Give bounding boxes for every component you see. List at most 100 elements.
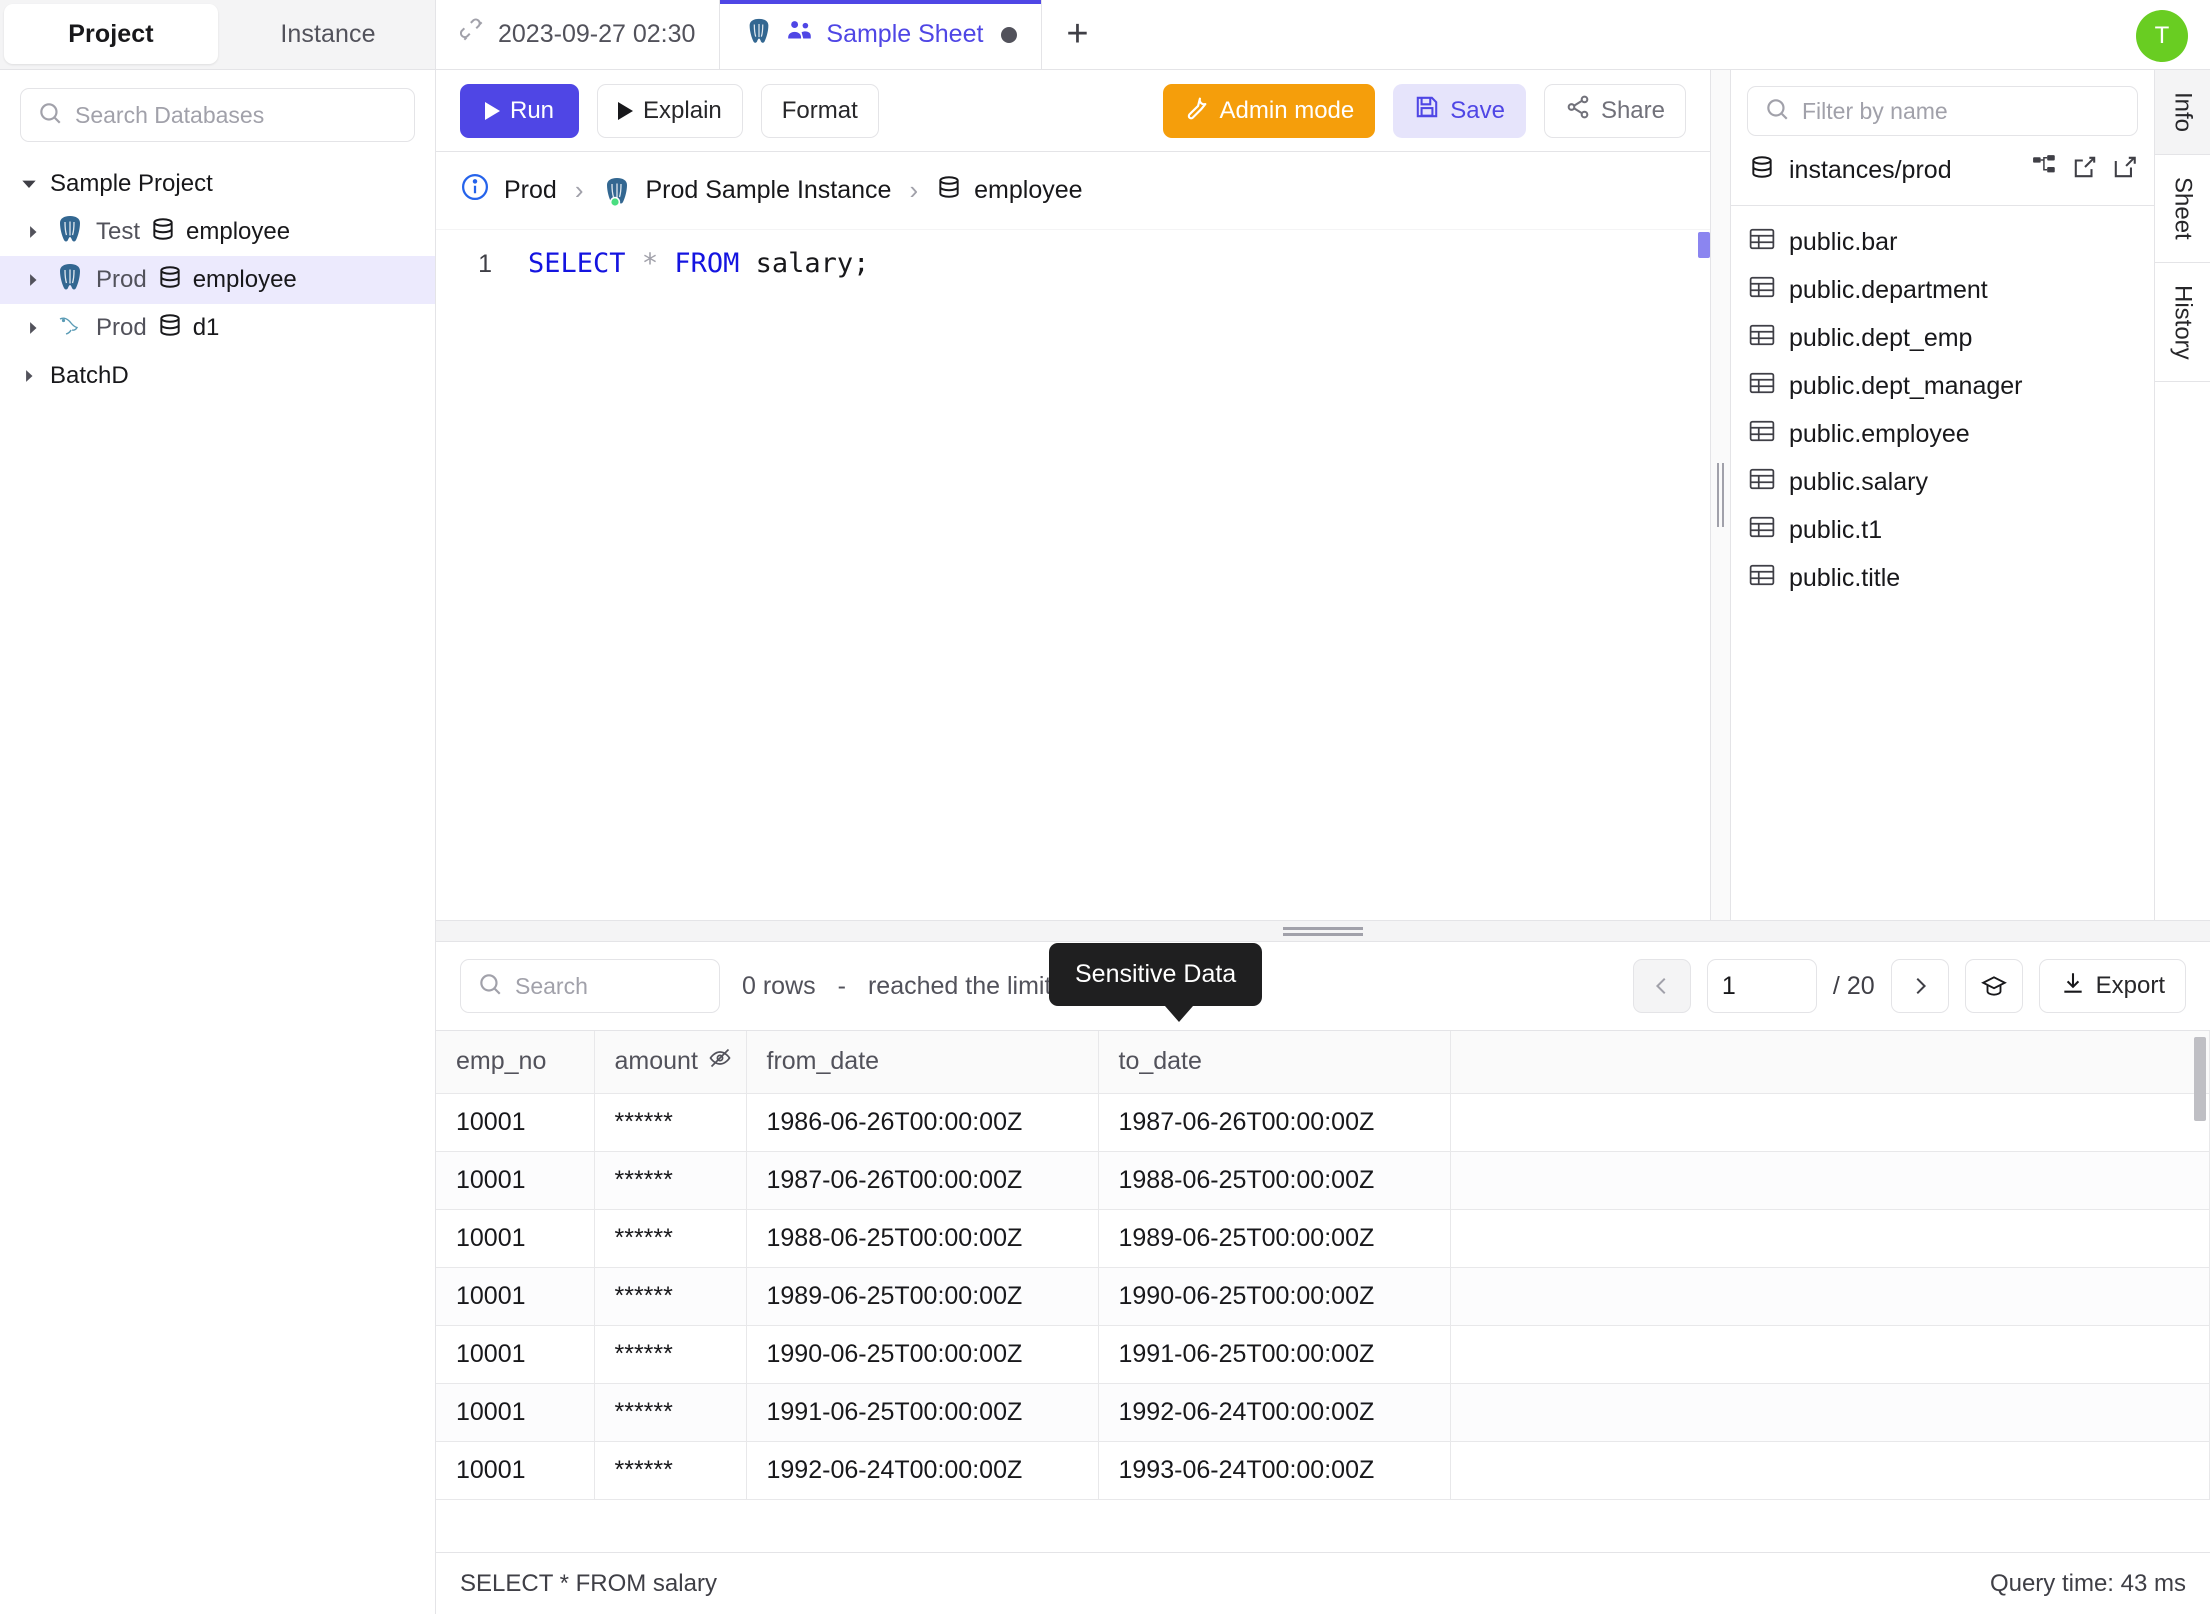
cell-amount[interactable]: ****** xyxy=(594,1267,747,1326)
cell-from-date[interactable]: 1988-06-25T00:00:00Z xyxy=(746,1209,1099,1268)
tab-instance[interactable]: Instance xyxy=(280,20,376,48)
learn-more-button[interactable] xyxy=(1964,959,2023,1013)
export-button[interactable]: Export xyxy=(2038,959,2186,1013)
results-search-input[interactable] xyxy=(515,972,703,1000)
sql-editor[interactable]: 1 SELECT * FROM salary; xyxy=(436,230,1710,920)
schema-table-item[interactable]: public.salary xyxy=(1731,458,2154,506)
unsaved-dot-indicator[interactable] xyxy=(1001,26,1018,43)
cell-emp-no[interactable]: 10001 xyxy=(436,1209,595,1268)
schema-filter-input[interactable] xyxy=(1802,97,2121,125)
schema-filter-box[interactable] xyxy=(1747,86,2138,136)
tree-root-sample-project[interactable]: Sample Project xyxy=(0,160,435,208)
caret-right-icon[interactable] xyxy=(22,269,44,291)
editor-tab-sample-sheet[interactable]: Sample Sheet xyxy=(720,0,1043,69)
table-row[interactable]: 10001 ****** 1990-06-25T00:00:00Z 1991-0… xyxy=(436,1325,2210,1384)
save-button[interactable]: Save xyxy=(1393,83,1526,138)
cell-amount[interactable]: ****** xyxy=(594,1325,747,1384)
schema-table-label: public.employee xyxy=(1789,419,1970,448)
tree-item-prod-d1[interactable]: Prod d1 xyxy=(0,304,435,352)
schema-table-item[interactable]: public.employee xyxy=(1731,410,2154,458)
table-row[interactable]: 10001 ****** 1992-06-24T00:00:00Z 1993-0… xyxy=(436,1441,2210,1500)
cell-to-date[interactable]: 1992-06-24T00:00:00Z xyxy=(1098,1383,1451,1442)
cell-to-date[interactable]: 1990-06-25T00:00:00Z xyxy=(1098,1267,1451,1326)
schema-table-item[interactable]: public.t1 xyxy=(1731,506,2154,554)
cell-amount[interactable]: ****** xyxy=(594,1209,747,1268)
breadcrumb-environment[interactable]: Prod xyxy=(504,176,557,204)
table-row[interactable]: 10001 ****** 1986-06-26T00:00:00Z 1987-0… xyxy=(436,1093,2210,1152)
open-external-icon[interactable] xyxy=(2072,154,2098,187)
cell-amount[interactable]: ****** xyxy=(594,1093,747,1152)
results-grid-wrap[interactable]: emp_no amount xyxy=(436,1030,2210,1552)
column-header-to-date[interactable]: to_date xyxy=(1098,1031,1451,1094)
cell-emp-no[interactable]: 10001 xyxy=(436,1267,595,1326)
avatar[interactable]: T xyxy=(2136,10,2188,62)
editor-vertical-scrollbar[interactable] xyxy=(1698,232,1710,258)
rail-tab-history[interactable]: History xyxy=(2155,263,2210,383)
breadcrumb-database-item[interactable]: employee xyxy=(936,174,1083,207)
table-row[interactable]: 10001 ****** 1987-06-26T00:00:00Z 1988-0… xyxy=(436,1151,2210,1210)
column-header-amount[interactable]: amount xyxy=(594,1031,747,1094)
cell-to-date[interactable]: 1993-06-24T00:00:00Z xyxy=(1098,1441,1451,1500)
explain-button[interactable]: Explain xyxy=(597,83,743,138)
cell-emp-no[interactable]: 10001 xyxy=(436,1093,595,1152)
cell-from-date[interactable]: 1990-06-25T00:00:00Z xyxy=(746,1325,1099,1384)
column-header-from-date[interactable]: from_date xyxy=(746,1031,1099,1094)
cell-amount[interactable]: ****** xyxy=(594,1151,747,1210)
rail-tab-info[interactable]: Info xyxy=(2155,70,2210,156)
caret-down-icon[interactable] xyxy=(18,173,40,195)
share-button[interactable]: Share xyxy=(1543,83,1686,138)
schema-table-item[interactable]: public.department xyxy=(1731,266,2154,314)
admin-mode-button[interactable]: Admin mode xyxy=(1162,83,1376,138)
cell-emp-no[interactable]: 10001 xyxy=(436,1325,595,1384)
search-databases-box[interactable] xyxy=(20,88,415,142)
cell-emp-no[interactable]: 10001 xyxy=(436,1383,595,1442)
table-row[interactable]: 10001 ****** 1988-06-25T00:00:00Z 1989-0… xyxy=(436,1209,2210,1268)
tree-item-test-employee[interactable]: Test employee xyxy=(0,208,435,256)
cell-from-date[interactable]: 1989-06-25T00:00:00Z xyxy=(746,1267,1099,1326)
right-panel-resize-handle[interactable] xyxy=(1710,70,1730,920)
next-page-button[interactable] xyxy=(1890,959,1949,1013)
eye-off-icon[interactable] xyxy=(708,1046,732,1077)
schema-table-item[interactable]: public.dept_emp xyxy=(1731,314,2154,362)
cell-amount[interactable]: ****** xyxy=(594,1383,747,1442)
cell-to-date[interactable]: 1991-06-25T00:00:00Z xyxy=(1098,1325,1451,1384)
edit-pencil-icon[interactable] xyxy=(2112,154,2138,187)
cell-to-date[interactable]: 1987-06-26T00:00:00Z xyxy=(1098,1093,1451,1152)
cell-from-date[interactable]: 1986-06-26T00:00:00Z xyxy=(746,1093,1099,1152)
editor-tab-timestamp[interactable]: 2023-09-27 02:30 xyxy=(436,0,721,69)
search-databases-input[interactable] xyxy=(75,101,398,129)
cell-emp-no[interactable]: 10001 xyxy=(436,1151,595,1210)
results-search-box[interactable] xyxy=(460,959,720,1013)
schema-table-item[interactable]: public.dept_manager xyxy=(1731,362,2154,410)
table-row[interactable]: 10001 ****** 1989-06-25T00:00:00Z 1990-0… xyxy=(436,1267,2210,1326)
caret-right-icon[interactable] xyxy=(22,317,44,339)
cell-to-date[interactable]: 1988-06-25T00:00:00Z xyxy=(1098,1151,1451,1210)
code-text[interactable]: SELECT * FROM salary; xyxy=(492,244,869,285)
previous-page-button[interactable] xyxy=(1632,959,1691,1013)
cell-from-date[interactable]: 1987-06-26T00:00:00Z xyxy=(746,1151,1099,1210)
run-button[interactable]: Run xyxy=(460,83,580,138)
new-tab-button[interactable]: + xyxy=(1066,13,1089,55)
cell-to-date[interactable]: 1989-06-25T00:00:00Z xyxy=(1098,1209,1451,1268)
tab-project[interactable]: Project xyxy=(4,4,218,64)
page-number-input[interactable] xyxy=(1706,959,1817,1013)
results-resize-handle[interactable] xyxy=(436,920,2210,942)
info-icon[interactable] xyxy=(460,172,490,209)
table-row[interactable]: 10001 ****** 1991-06-25T00:00:00Z 1992-0… xyxy=(436,1383,2210,1442)
schema-diagram-icon[interactable] xyxy=(2032,154,2058,187)
cell-from-date[interactable]: 1991-06-25T00:00:00Z xyxy=(746,1383,1099,1442)
caret-right-icon[interactable] xyxy=(22,221,44,243)
cell-from-date[interactable]: 1992-06-24T00:00:00Z xyxy=(746,1441,1099,1500)
breadcrumb-instance-item[interactable]: Prod Sample Instance xyxy=(601,175,891,207)
column-header-emp-no[interactable]: emp_no xyxy=(436,1031,595,1094)
cell-amount[interactable]: ****** xyxy=(594,1441,747,1500)
cell-emp-no[interactable]: 10001 xyxy=(436,1441,595,1500)
tree-root-batchd[interactable]: BatchD xyxy=(0,352,435,400)
rail-tab-sheet[interactable]: Sheet xyxy=(2155,155,2210,263)
tree-item-prod-employee[interactable]: Prod employee xyxy=(0,256,435,304)
caret-right-icon[interactable] xyxy=(18,365,40,387)
schema-table-item[interactable]: public.title xyxy=(1731,554,2154,602)
format-button[interactable]: Format xyxy=(760,83,879,138)
schema-table-item[interactable]: public.bar xyxy=(1731,218,2154,266)
results-vertical-scrollbar[interactable] xyxy=(2194,1037,2206,1121)
